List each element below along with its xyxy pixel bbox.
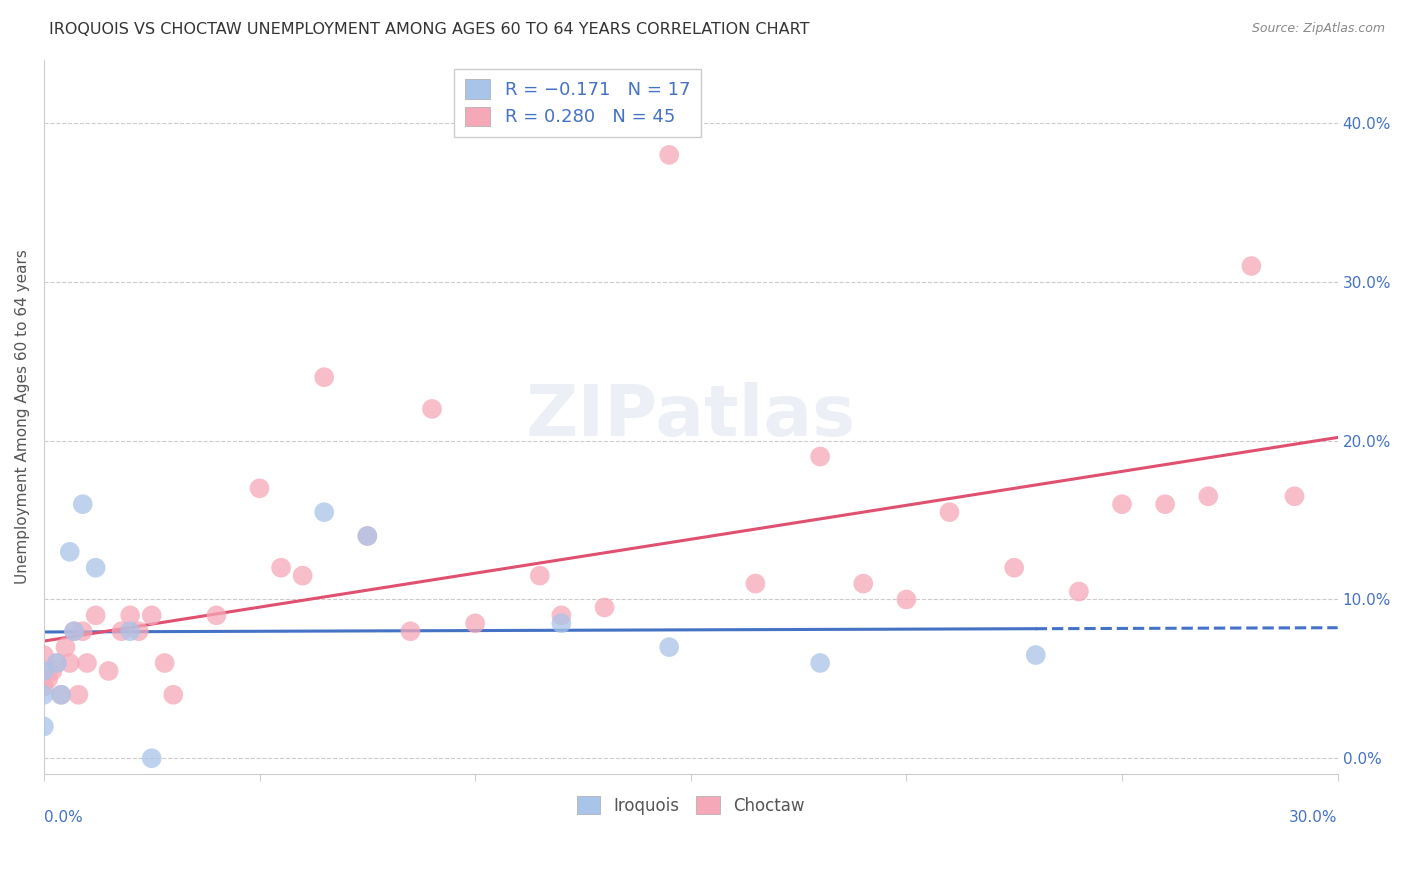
Point: [808, 656, 831, 670]
Point: [896, 592, 918, 607]
Point: [1197, 489, 1219, 503]
Point: [59, 656, 82, 670]
Point: [938, 505, 960, 519]
Point: [464, 616, 486, 631]
Point: [120, 624, 142, 639]
Point: [37, 672, 59, 686]
Point: [399, 624, 422, 639]
Point: [1111, 497, 1133, 511]
Text: IROQUOIS VS CHOCTAW UNEMPLOYMENT AMONG AGES 60 TO 64 YEARS CORRELATION CHART: IROQUOIS VS CHOCTAW UNEMPLOYMENT AMONG A…: [49, 22, 810, 37]
Point: [128, 624, 150, 639]
Point: [63, 624, 86, 639]
Point: [153, 656, 176, 670]
Point: [67, 688, 90, 702]
Point: [141, 751, 163, 765]
Point: [76, 656, 98, 670]
Point: [744, 576, 766, 591]
Point: [314, 370, 336, 384]
Point: [658, 640, 681, 654]
Legend: Iroquois, Choctaw: Iroquois, Choctaw: [568, 788, 813, 823]
Text: Source: ZipAtlas.com: Source: ZipAtlas.com: [1251, 22, 1385, 36]
Point: [72, 497, 94, 511]
Point: [205, 608, 228, 623]
Point: [314, 505, 336, 519]
Text: ZIPatlas: ZIPatlas: [526, 383, 856, 451]
Point: [1284, 489, 1306, 503]
Point: [356, 529, 378, 543]
Point: [32, 719, 55, 733]
Point: [593, 600, 616, 615]
Point: [1002, 560, 1025, 574]
Point: [59, 545, 82, 559]
Point: [120, 608, 142, 623]
Point: [45, 656, 67, 670]
Point: [550, 608, 572, 623]
Point: [1025, 648, 1047, 662]
Point: [41, 664, 63, 678]
Point: [141, 608, 163, 623]
Point: [72, 624, 94, 639]
Point: [1067, 584, 1090, 599]
Point: [550, 616, 572, 631]
Point: [249, 481, 271, 495]
Text: 0.0%: 0.0%: [44, 810, 83, 825]
Point: [110, 624, 132, 639]
Point: [84, 560, 107, 574]
Point: [356, 529, 378, 543]
Point: [45, 656, 67, 670]
Point: [808, 450, 831, 464]
Point: [1154, 497, 1177, 511]
Y-axis label: Unemployment Among Ages 60 to 64 years: Unemployment Among Ages 60 to 64 years: [15, 250, 30, 584]
Point: [852, 576, 875, 591]
Point: [658, 148, 681, 162]
Point: [49, 688, 72, 702]
Point: [55, 640, 77, 654]
Point: [84, 608, 107, 623]
Point: [49, 688, 72, 702]
Point: [420, 401, 443, 416]
Point: [32, 688, 55, 702]
Point: [1240, 259, 1263, 273]
Point: [32, 664, 55, 678]
Point: [291, 568, 314, 582]
Point: [270, 560, 292, 574]
Point: [32, 648, 55, 662]
Point: [97, 664, 120, 678]
Point: [162, 688, 184, 702]
Point: [529, 568, 551, 582]
Point: [63, 624, 86, 639]
Text: 30.0%: 30.0%: [1289, 810, 1337, 825]
Point: [32, 680, 55, 694]
